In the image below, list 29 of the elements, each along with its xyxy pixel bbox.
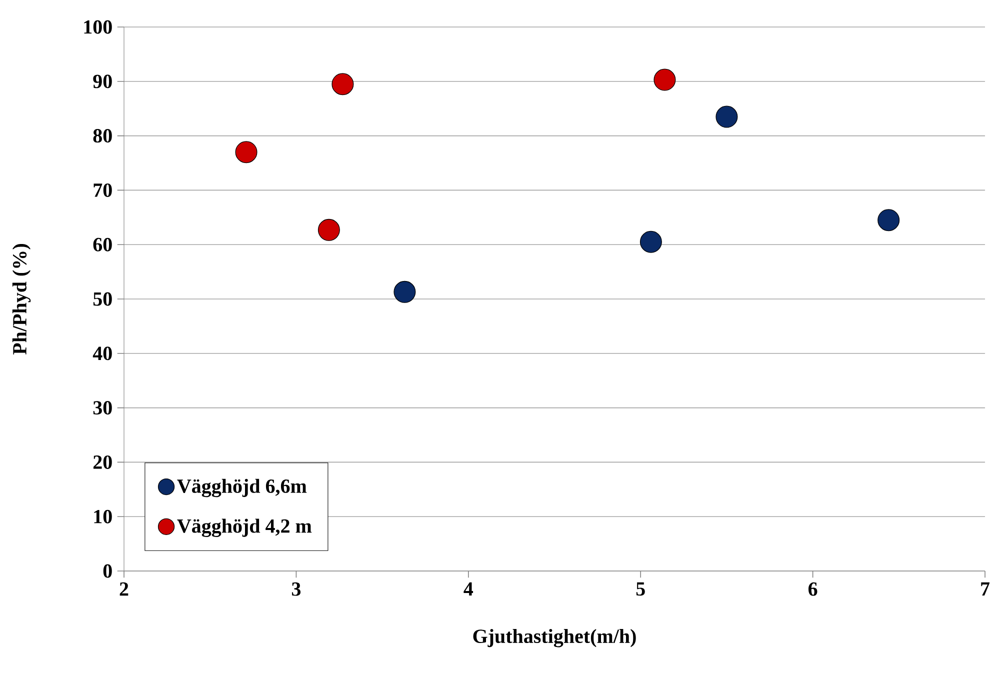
point: [332, 73, 354, 96]
x-tick-label: 3: [292, 582, 301, 596]
point: [654, 68, 676, 91]
x-tick-label: 4: [464, 582, 474, 596]
y-tick-label: 30: [93, 401, 112, 415]
y-tick-label: 10: [94, 510, 112, 524]
y-tick-label: 60: [93, 238, 112, 252]
x-tick-label: 6: [808, 582, 818, 596]
y-tick-label: 80: [93, 129, 112, 143]
legend-label: Vägghöjd 6,6m: [177, 478, 307, 498]
x-tick-label: 5: [636, 582, 645, 596]
point: [394, 280, 416, 303]
y-tick-label: 40: [92, 346, 112, 360]
x-tick-label: 2: [120, 582, 128, 596]
y-tick-label: 90: [93, 74, 112, 88]
x-axis-title: Gjuthastighet(m/h): [473, 628, 636, 648]
point: [318, 218, 340, 241]
point: [716, 106, 738, 128]
x-tick-label: 7: [981, 582, 990, 596]
point: [235, 141, 258, 164]
legend-label: Vägghöjd 4,2 m: [177, 518, 312, 538]
y-tick-label: 20: [93, 455, 112, 469]
y-tick-label: 70: [94, 183, 112, 197]
y-tick-label: 0: [103, 564, 112, 578]
y-tick-label: 50: [93, 292, 112, 306]
point: [878, 209, 900, 232]
y-axis-title: Ph/Phyd (%): [12, 244, 31, 355]
point: [640, 230, 662, 253]
y-tick-label: 100: [84, 20, 112, 34]
